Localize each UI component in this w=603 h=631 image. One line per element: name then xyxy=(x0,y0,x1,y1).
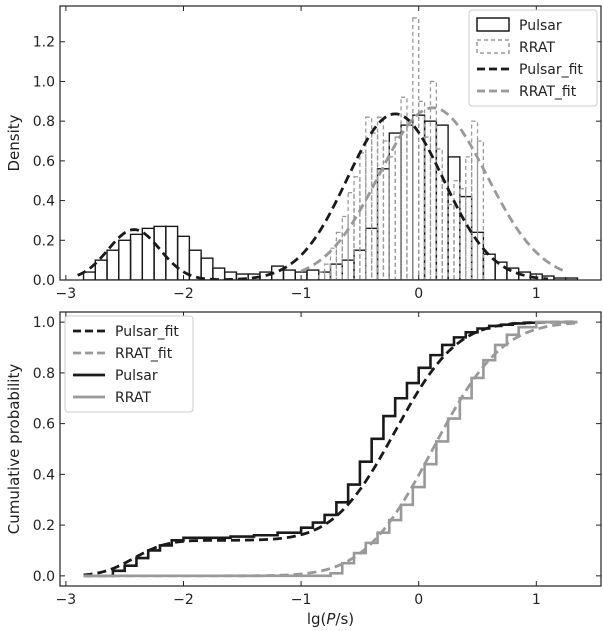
y-tick-label: 0.0 xyxy=(33,273,55,289)
pulsar-bar xyxy=(494,261,508,280)
y-tick-label: 0.4 xyxy=(33,194,55,210)
y-tick-label: 0.8 xyxy=(33,366,55,382)
rrat-bar xyxy=(318,271,326,280)
rrat-bar xyxy=(359,152,367,280)
plot-frame xyxy=(59,5,602,281)
rrat-fit-line xyxy=(300,106,567,273)
x-tick-label: 0 xyxy=(414,592,423,608)
pulsar-bar xyxy=(200,257,214,280)
y-tick-label: 1.0 xyxy=(33,74,55,90)
rrat-step-line xyxy=(83,320,578,578)
pulsar-step-line xyxy=(83,320,578,578)
pulsar-bar xyxy=(106,249,120,280)
plot-frame xyxy=(59,311,602,587)
y-tick-label: 0.4 xyxy=(33,467,55,483)
legend-label: RRAT_fit xyxy=(115,346,173,362)
pulsar-bar xyxy=(82,271,96,280)
x-tick-label: 1 xyxy=(532,592,541,608)
pulsar-bar xyxy=(282,269,296,280)
pulsar-bar xyxy=(129,233,144,280)
y-tick-label: 0.8 xyxy=(33,114,55,130)
pulsar-fit-line xyxy=(77,112,549,280)
y-tick-label: 1.2 xyxy=(33,35,55,51)
rrat-bar xyxy=(423,136,432,280)
rrat-bar xyxy=(465,156,473,280)
rrat-bar xyxy=(394,136,402,280)
legend-swatch xyxy=(476,39,510,54)
x-tick-label: −3 xyxy=(56,592,77,608)
rrat-bar xyxy=(447,203,455,280)
legend-swatch xyxy=(476,17,510,32)
rrat-bar xyxy=(400,96,408,280)
rrat-bar xyxy=(418,100,426,280)
pulsar-bar xyxy=(118,239,132,280)
x-tick-label: 0 xyxy=(414,286,423,302)
y-tick-label: 1.0 xyxy=(33,315,55,331)
legend: Pulsar_fit RRAT_fit Pulsar RRAT xyxy=(64,315,194,413)
legend-label: RRAT_fit xyxy=(519,84,577,100)
rrat-bar xyxy=(476,140,485,280)
x-tick-label: −1 xyxy=(291,592,312,608)
rrat-bar xyxy=(382,140,390,280)
x-tick-label: −3 xyxy=(56,286,77,302)
density-panel: −3 −2 −1 0 1 0.0 0.2 0.4 0.6 0.8 1.0 1.2 Density Puls… xyxy=(5,5,602,302)
x-tick-label: 1 xyxy=(532,286,541,302)
y-axis-label: Density xyxy=(5,114,23,171)
pulsar-bar xyxy=(306,269,320,280)
x-tick-label: −1 xyxy=(291,286,312,302)
legend-label: RRAT xyxy=(519,40,555,56)
legend-box xyxy=(64,315,194,413)
x-axis-label: lg(P/s) xyxy=(307,610,354,628)
rrat-bar xyxy=(441,180,449,280)
x-tick-label: −2 xyxy=(173,592,194,608)
pulsar-bar xyxy=(565,277,579,280)
rrat-bar xyxy=(388,156,396,280)
y-tick-label: 0.2 xyxy=(33,233,55,249)
rrat-bar xyxy=(353,176,361,280)
rrat-bar xyxy=(347,191,355,280)
rrat-bar xyxy=(376,116,385,280)
legend-label: Pulsar xyxy=(115,368,158,384)
y-tick-label: 0.2 xyxy=(33,518,55,534)
legend-box xyxy=(468,9,598,107)
y-axis-label: Cumulative probability xyxy=(5,364,23,535)
rrat-bar xyxy=(459,188,467,280)
pulsar-bar xyxy=(165,225,179,280)
rrat-bar xyxy=(412,17,420,280)
y-tick-label: 0.0 xyxy=(33,569,55,585)
legend-label: Pulsar xyxy=(519,18,562,34)
y-tick-label: 0.6 xyxy=(33,417,55,433)
legend-label: Pulsar_fit xyxy=(519,62,583,78)
rrat-bar xyxy=(470,120,479,280)
rrat-bar xyxy=(453,180,461,280)
legend-label: Pulsar_fit xyxy=(115,324,179,340)
legend: Pulsar RRAT Pulsar_fit RRAT_fit xyxy=(468,9,598,107)
x-tick-label: −2 xyxy=(173,286,194,302)
cumulative-panel: −3 −2 −1 0 1 0.0 0.2 0.4 0.6 0.8 1.0 Cumulative pro… xyxy=(5,311,602,628)
rrat-bar xyxy=(341,215,349,280)
rrat-bar xyxy=(406,124,414,280)
plot-area xyxy=(83,320,578,578)
rrat-bar xyxy=(329,247,338,280)
rrat-bar xyxy=(429,80,437,280)
rrat-bar xyxy=(371,132,379,280)
y-tick-label: 0.6 xyxy=(33,154,55,170)
legend-label: RRAT xyxy=(115,390,151,406)
